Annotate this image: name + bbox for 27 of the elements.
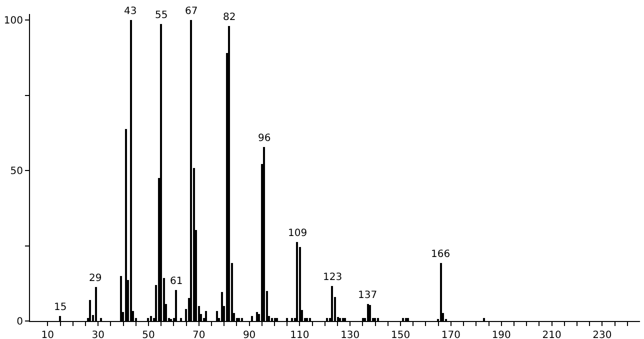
annotation: 82 (223, 12, 236, 23)
annotation: 15 (54, 302, 67, 313)
x-tick-label: 30 (92, 330, 104, 339)
x-tick-label: 70 (192, 330, 206, 339)
annotation: 166 (431, 249, 450, 260)
x-tick-label: 50 (142, 330, 155, 339)
x-tick-label: 190 (492, 330, 511, 339)
x-tick-label: 150 (390, 330, 410, 339)
annotation: 109 (288, 228, 308, 239)
annotation: 96 (258, 133, 271, 144)
y-tick-label: 0 (16, 316, 23, 328)
x-tick-label: 210 (542, 330, 562, 339)
annotation: 61 (170, 276, 183, 287)
annotation: 43 (124, 6, 137, 17)
x-tick-label: 90 (242, 330, 256, 339)
annotation: 123 (323, 272, 342, 283)
x-tick-label: 230 (592, 330, 612, 339)
x-tick-label: 170 (441, 330, 460, 339)
x-tick-label: 110 (290, 330, 310, 339)
x-tick-label: 130 (340, 330, 360, 339)
annotation: 67 (185, 6, 198, 17)
y-tick-label: 50 (10, 166, 23, 178)
y-tick-label: 100 (4, 16, 23, 27)
annotation: 55 (155, 10, 168, 21)
x-tick-label: 10 (41, 330, 54, 339)
annotation: 137 (358, 290, 378, 301)
annotation: 29 (89, 273, 102, 284)
